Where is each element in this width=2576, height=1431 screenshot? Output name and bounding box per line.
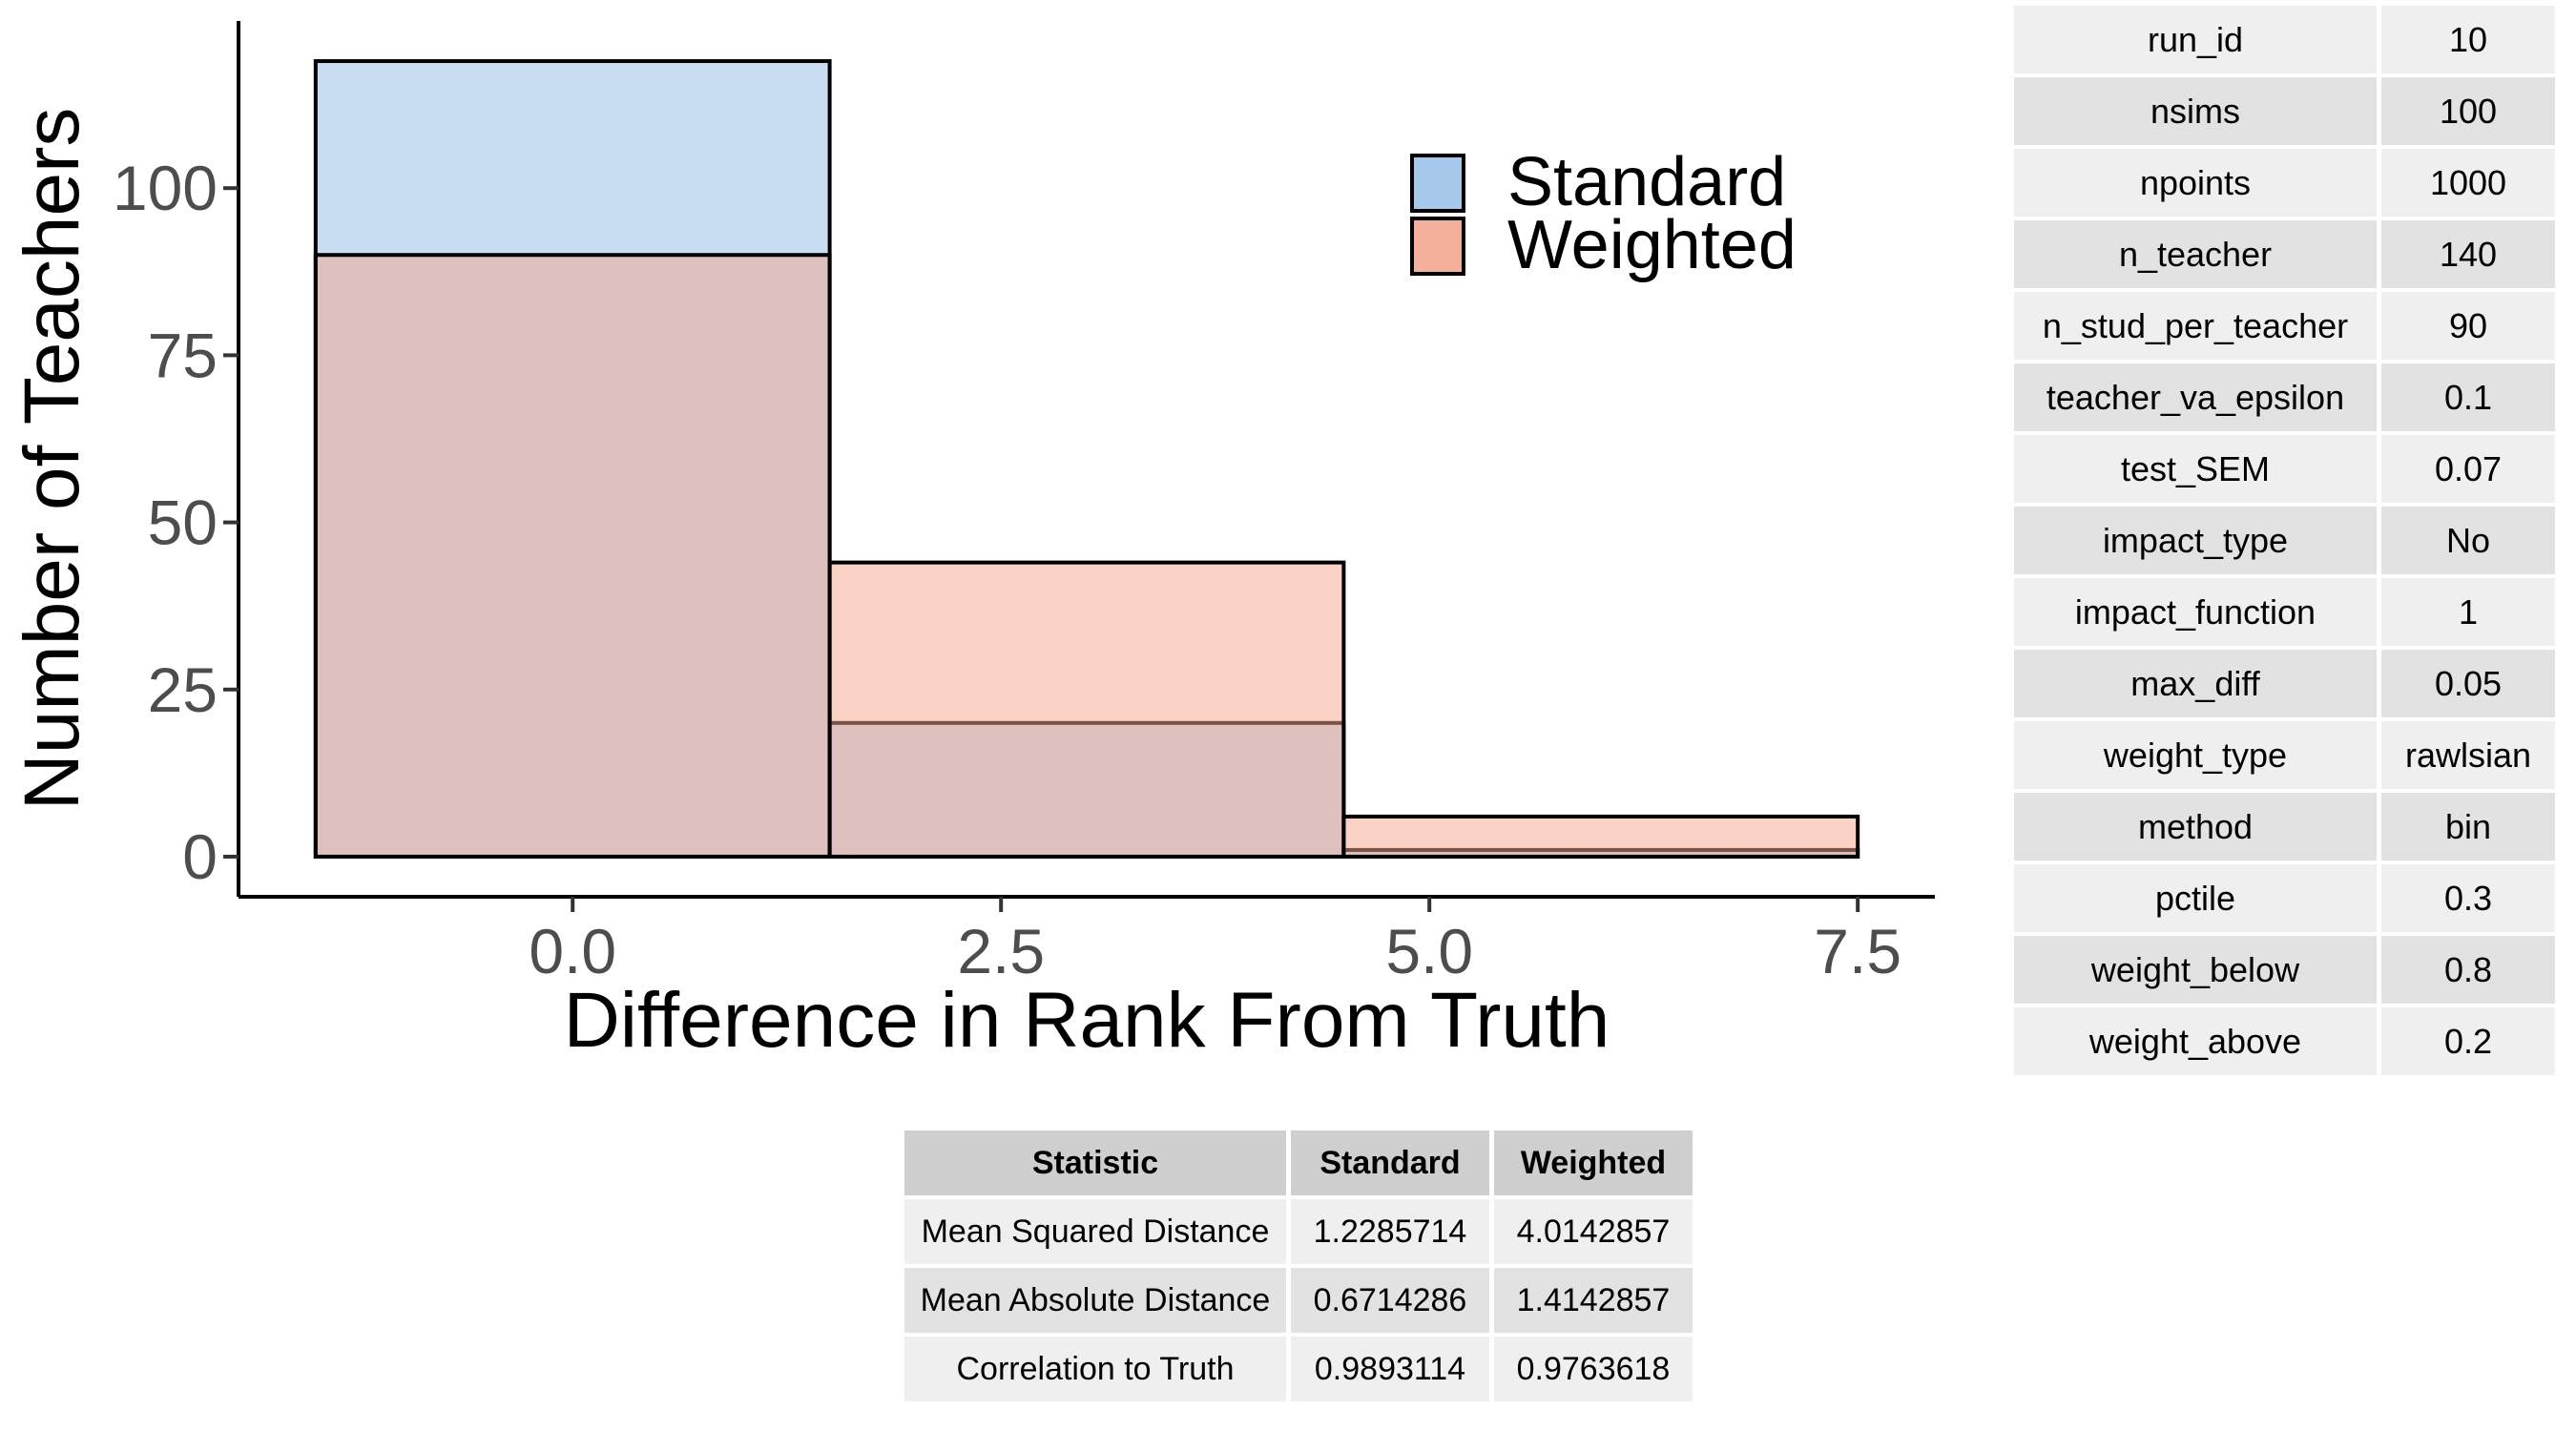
stats-header-row: Statistic Standard Weighted bbox=[904, 1130, 1693, 1195]
parameter-name: teacher_va_epsilon bbox=[2014, 363, 2377, 431]
parameter-value: 100 bbox=[2381, 77, 2555, 145]
parameter-name: n_stud_per_teacher bbox=[2014, 292, 2377, 360]
parameter-value: 1 bbox=[2381, 578, 2555, 646]
parameter-row: n_stud_per_teacher 90 bbox=[2014, 292, 2555, 360]
parameter-row: test_SEM 0.07 bbox=[2014, 435, 2555, 503]
parameter-name: weight_below bbox=[2014, 936, 2377, 1004]
parameter-value: 10 bbox=[2381, 6, 2555, 73]
parameter-name: weight_above bbox=[2014, 1007, 2377, 1075]
stat-name: Mean Absolute Distance bbox=[904, 1268, 1286, 1333]
x-tick-label: 7.5 bbox=[1814, 916, 1901, 986]
stat-weighted-value: 1.4142857 bbox=[1494, 1268, 1693, 1333]
stats-header-statistic: Statistic bbox=[904, 1130, 1286, 1195]
parameter-value: 0.8 bbox=[2381, 936, 2555, 1004]
parameter-value: rawlsian bbox=[2381, 721, 2555, 789]
stat-standard-value: 0.6714286 bbox=[1291, 1268, 1489, 1333]
parameter-name: method bbox=[2014, 793, 2377, 861]
stats-header-standard: Standard bbox=[1291, 1130, 1489, 1195]
y-tick-label: 100 bbox=[113, 153, 218, 223]
parameter-name: run_id bbox=[2014, 6, 2377, 73]
legend-label-weighted: Weighted bbox=[1507, 207, 1797, 283]
series-weighted-bars bbox=[313, 253, 1860, 859]
legend-swatch-standard bbox=[1410, 154, 1465, 213]
parameter-value: 0.3 bbox=[2381, 864, 2555, 932]
stats-row: Mean Absolute Distance 0.6714286 1.4142857 bbox=[904, 1268, 1693, 1333]
parameter-name: impact_function bbox=[2014, 578, 2377, 646]
parameter-name: impact_type bbox=[2014, 507, 2377, 574]
parameter-row: weight_type rawlsian bbox=[2014, 721, 2555, 789]
parameter-value: 1000 bbox=[2381, 149, 2555, 217]
parameter-row: nsims 100 bbox=[2014, 77, 2555, 145]
histogram-svg: 0 25 50 75 100 0.0 2.5 5.0 7.5 Difference in Rank… bbox=[9, 21, 1935, 1064]
parameter-row: weight_below 0.8 bbox=[2014, 936, 2555, 1004]
parameter-row: max_diff 0.05 bbox=[2014, 650, 2555, 717]
parameter-value: 90 bbox=[2381, 292, 2555, 360]
y-tick-label: 0 bbox=[182, 821, 218, 892]
parameter-row: method bin bbox=[2014, 793, 2555, 861]
parameter-row: impact_type No bbox=[2014, 507, 2555, 574]
parameter-value: 0.07 bbox=[2381, 435, 2555, 503]
stat-name: Mean Squared Distance bbox=[904, 1199, 1286, 1264]
parameter-name: npoints bbox=[2014, 149, 2377, 217]
parameter-value: 0.1 bbox=[2381, 363, 2555, 431]
parameter-name: max_diff bbox=[2014, 650, 2377, 717]
parameter-value: bin bbox=[2381, 793, 2555, 861]
stat-standard-value: 1.2285714 bbox=[1291, 1199, 1489, 1264]
parameter-row: pctile 0.3 bbox=[2014, 864, 2555, 932]
parameter-row: run_id 10 bbox=[2014, 6, 2555, 73]
histogram-bar bbox=[1341, 814, 1860, 859]
legend-swatch-weighted bbox=[1410, 217, 1465, 276]
x-tick-label: 2.5 bbox=[957, 916, 1045, 986]
stats-row: Mean Squared Distance 1.2285714 4.0142857 bbox=[904, 1199, 1693, 1264]
parameter-name: nsims bbox=[2014, 77, 2377, 145]
y-axis-title: Number of Teachers bbox=[9, 108, 95, 811]
stat-weighted-value: 0.9763618 bbox=[1494, 1337, 1693, 1401]
parameter-row: weight_above 0.2 bbox=[2014, 1007, 2555, 1075]
histogram-bar bbox=[827, 560, 1346, 859]
histogram-chart: 0 25 50 75 100 0.0 2.5 5.0 7.5 Difference in Rank… bbox=[9, 21, 1935, 1064]
stat-name: Correlation to Truth bbox=[904, 1337, 1286, 1401]
stat-standard-value: 0.9893114 bbox=[1291, 1337, 1489, 1401]
parameter-row: impact_function 1 bbox=[2014, 578, 2555, 646]
parameter-name: test_SEM bbox=[2014, 435, 2377, 503]
stats-header-weighted: Weighted bbox=[1494, 1130, 1693, 1195]
parameter-name: pctile bbox=[2014, 864, 2377, 932]
parameter-value: 0.05 bbox=[2381, 650, 2555, 717]
parameter-table: run_id 10 nsims 100 npoints 1000 n_teacher 140 n… bbox=[2009, 2, 2560, 1079]
parameter-row: teacher_va_epsilon 0.1 bbox=[2014, 363, 2555, 431]
parameter-name: n_teacher bbox=[2014, 220, 2377, 288]
parameter-value: 0.2 bbox=[2381, 1007, 2555, 1075]
y-tick-label: 75 bbox=[148, 320, 218, 390]
parameter-value: 140 bbox=[2381, 220, 2555, 288]
stat-weighted-value: 4.0142857 bbox=[1494, 1199, 1693, 1264]
y-tick-label: 50 bbox=[148, 487, 218, 558]
histogram-bar bbox=[313, 253, 832, 859]
parameter-row: npoints 1000 bbox=[2014, 149, 2555, 217]
parameter-value: No bbox=[2381, 507, 2555, 574]
stats-row: Correlation to Truth 0.9893114 0.9763618 bbox=[904, 1337, 1693, 1401]
x-axis-title: Difference in Rank From Truth bbox=[564, 977, 1610, 1064]
legend-label-standard: Standard bbox=[1507, 144, 1786, 220]
y-tick-label: 25 bbox=[148, 654, 218, 725]
x-tick-label: 5.0 bbox=[1385, 916, 1473, 986]
x-tick-label: 0.0 bbox=[529, 916, 616, 986]
parameter-row: n_teacher 140 bbox=[2014, 220, 2555, 288]
statistics-table: Statistic Standard Weighted Mean Squared… bbox=[900, 1127, 1697, 1405]
parameter-name: weight_type bbox=[2014, 721, 2377, 789]
